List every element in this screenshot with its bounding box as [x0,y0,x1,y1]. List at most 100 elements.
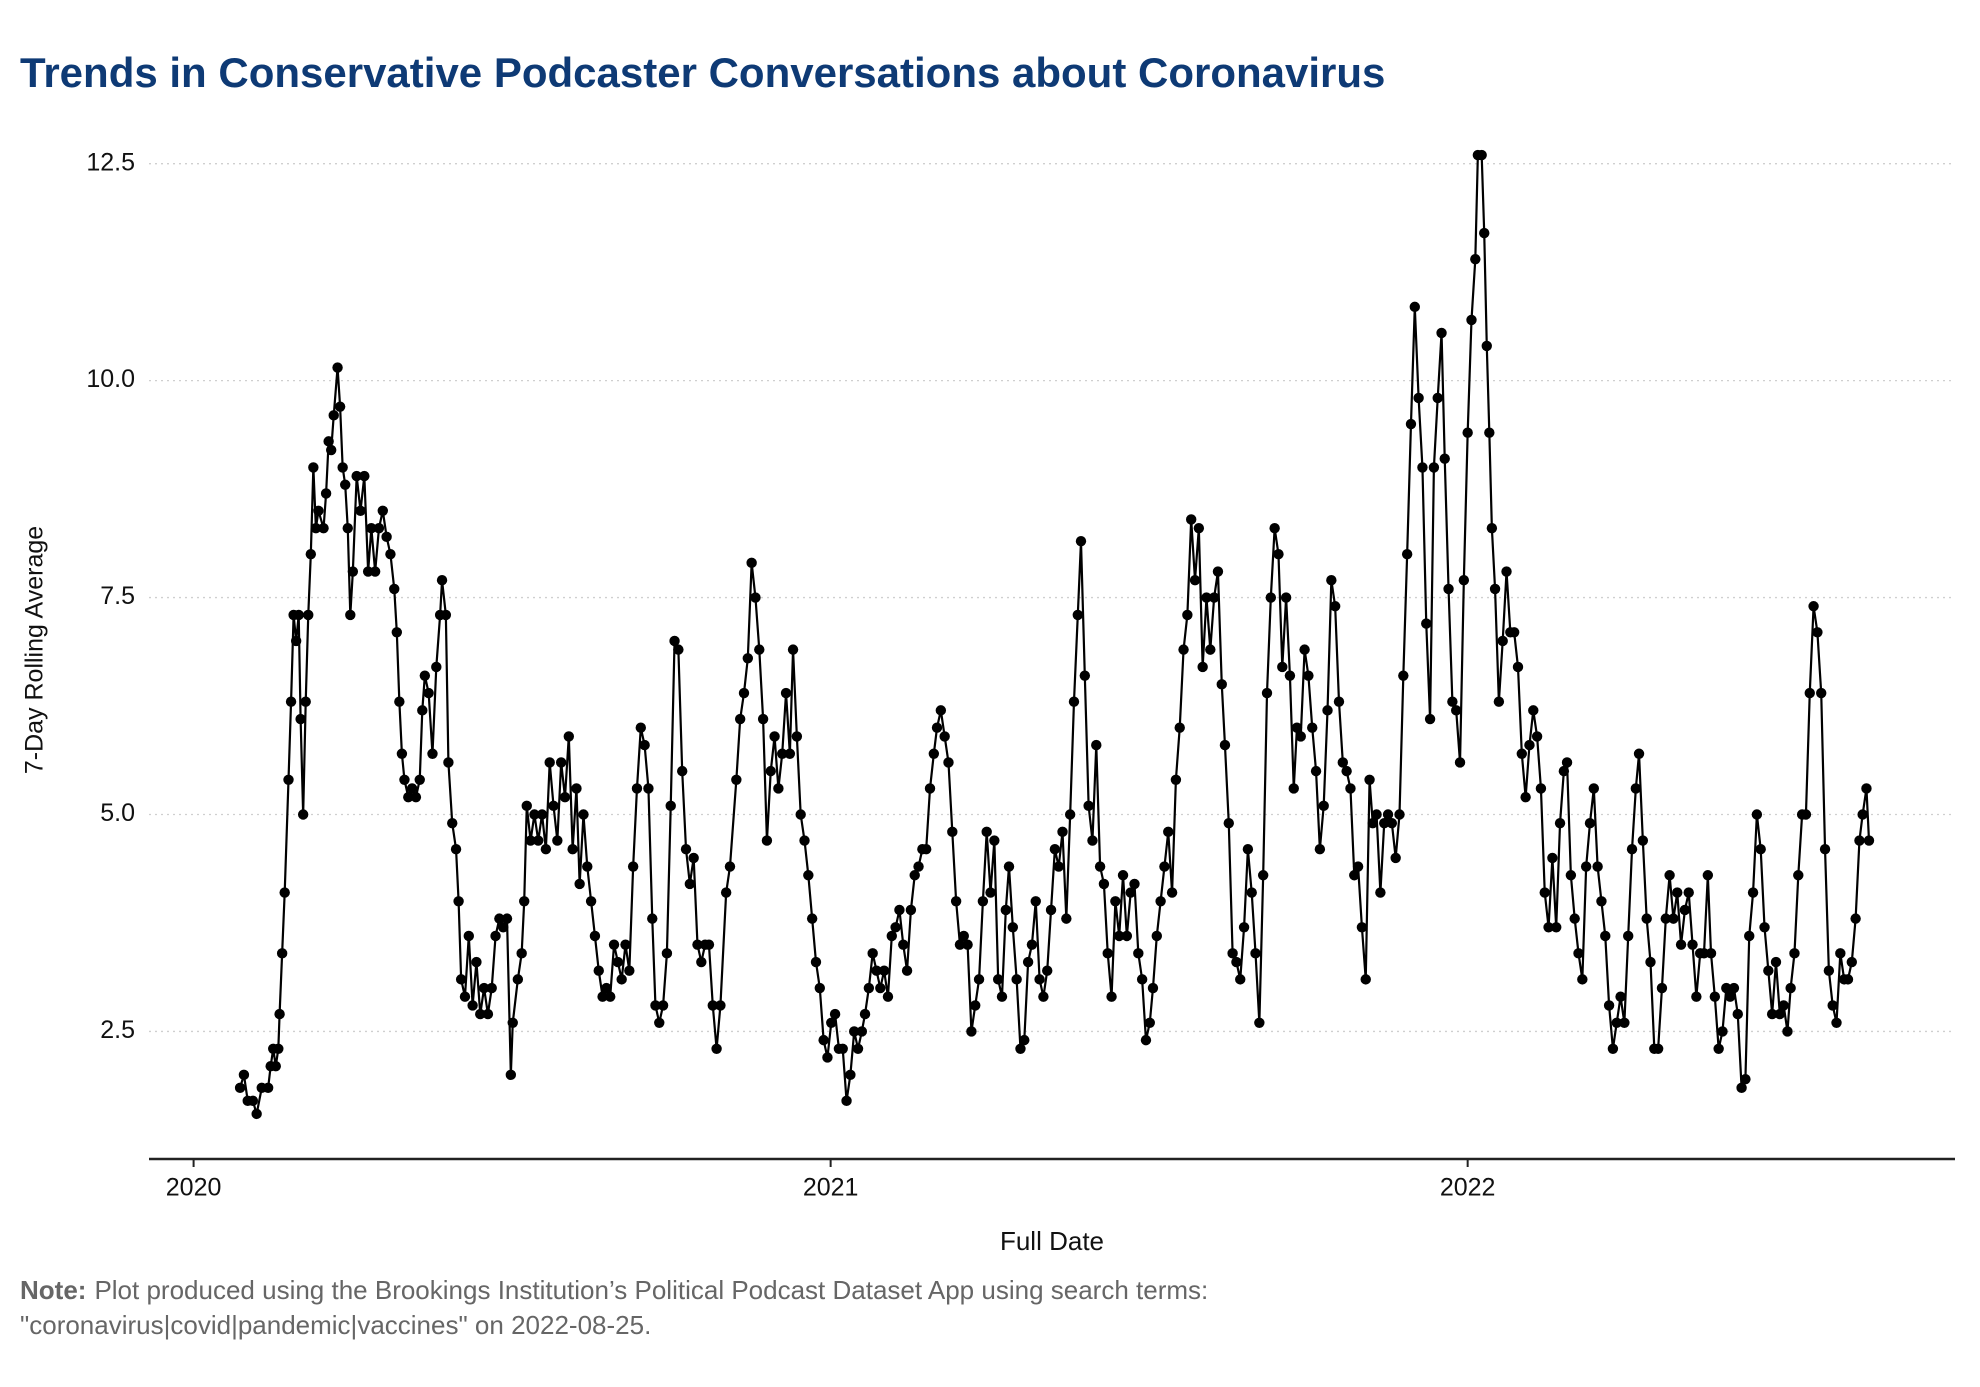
point [1596,896,1607,907]
point [1580,861,1592,872]
point [780,687,792,699]
point [935,705,947,716]
point [1497,635,1508,647]
point [385,548,396,560]
point [939,731,950,742]
point [323,436,334,447]
note-label: Note: [20,1275,86,1305]
point [1064,809,1076,820]
point [1846,956,1858,968]
point [467,1000,478,1011]
point [761,835,773,846]
point [1816,687,1827,699]
point [1569,913,1580,924]
y-tick-label: 10.0 [86,365,135,393]
point [1443,583,1454,595]
point [582,861,593,872]
point [624,965,635,976]
point [589,930,601,942]
point [1269,522,1280,534]
point [238,1069,250,1081]
point [1863,835,1875,846]
point [992,974,1004,985]
point [1603,1000,1615,1011]
point [1691,991,1702,1002]
point [803,870,814,881]
point [234,1082,246,1094]
point [1835,948,1846,959]
point [627,861,639,872]
point [989,835,1000,846]
y-tick-label: 7.5 [100,582,135,610]
point [1284,670,1296,681]
point [1147,982,1159,994]
point [849,1026,860,1037]
point [1295,731,1306,742]
point [684,878,696,890]
point [966,1026,977,1037]
point [1484,427,1495,438]
point [1827,1000,1838,1011]
point [639,739,650,751]
point [459,991,471,1002]
point [1668,913,1679,924]
point [1543,922,1554,933]
point [1250,948,1261,959]
point [1417,462,1428,473]
point [901,965,913,976]
point [1042,965,1053,976]
point [950,896,962,907]
y-tick-label: 12.5 [86,148,135,176]
point [1664,870,1675,881]
point [1003,861,1015,872]
point [1341,765,1352,777]
point [1547,852,1558,864]
point [1774,1008,1786,1020]
point [394,696,405,707]
point [1075,535,1087,547]
point [1189,575,1201,586]
point [1261,687,1273,699]
point [369,566,381,577]
point [680,844,692,855]
point [1561,757,1573,768]
point [947,826,958,838]
point [505,1069,517,1081]
point [620,939,631,950]
point [597,991,608,1002]
point [1159,861,1170,872]
y-axis-title: 7-Day Rolling Average [21,526,49,774]
point [1630,783,1642,794]
point [320,488,332,499]
point [1038,991,1049,1002]
point [471,956,482,968]
y-tick-label: 5.0 [100,799,135,827]
point [1170,774,1182,785]
point [1713,1043,1724,1054]
point [1322,705,1333,716]
point [1524,739,1535,751]
point [882,991,894,1002]
point [1280,592,1292,603]
point [1766,1008,1778,1020]
point [1785,982,1796,994]
point [1318,800,1329,812]
point [593,965,604,976]
point [1034,974,1045,985]
point [1291,722,1303,733]
point [494,913,505,924]
point [863,982,875,994]
point [1068,696,1080,707]
point [563,731,575,742]
point [1337,757,1349,768]
point [635,722,646,733]
point [308,462,319,473]
point [1424,713,1436,725]
point [1458,575,1470,586]
point [279,887,290,898]
point [777,748,788,759]
point [724,861,736,872]
point [738,687,750,699]
point [1451,705,1462,716]
point [516,948,527,959]
